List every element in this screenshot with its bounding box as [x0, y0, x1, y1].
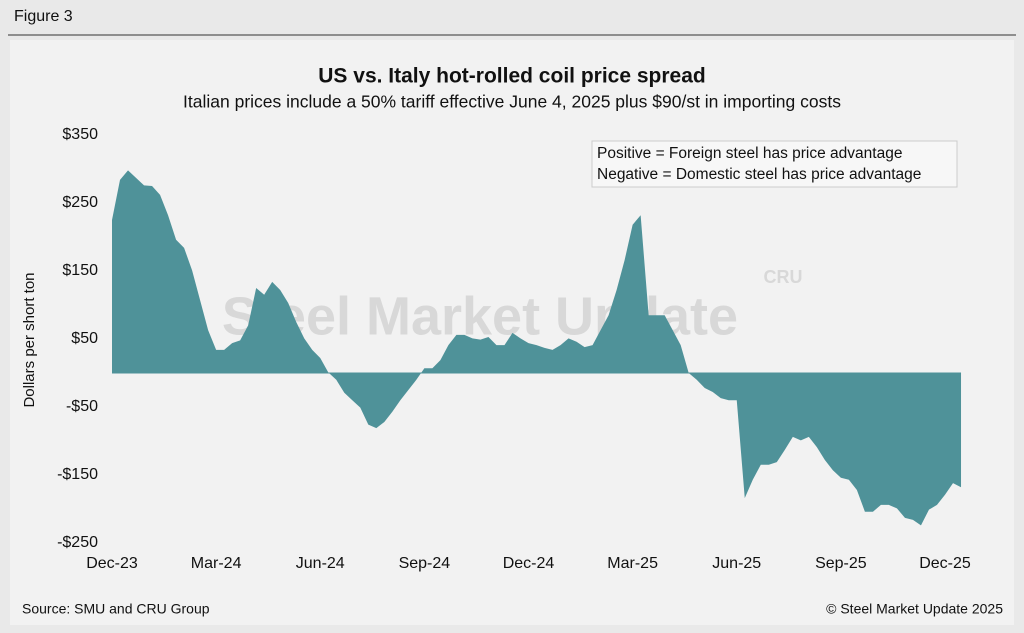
x-tick-label: Mar-25	[607, 555, 658, 572]
x-tick-label: Jun-25	[712, 555, 761, 572]
source: Source: SMU and CRU Group	[22, 601, 210, 617]
chart-title: US vs. Italy hot-rolled coil price sprea…	[318, 65, 705, 88]
x-tick-label: Mar-24	[191, 555, 242, 572]
y-tick-label: $350	[62, 126, 98, 143]
x-tick-label: Dec-25	[919, 555, 971, 572]
chart-subtitle: Italian prices include a 50% tariff effe…	[183, 92, 841, 112]
x-tick-label: Jun-24	[296, 555, 345, 572]
y-tick-label: $250	[62, 194, 98, 211]
copyright: © Steel Market Update 2025	[826, 601, 1003, 617]
y-tick-label: $50	[71, 330, 98, 347]
y-tick-label: -$250	[57, 534, 98, 551]
x-tick-label: Dec-24	[503, 555, 555, 572]
figure-label: Figure 3	[14, 8, 73, 25]
annotation: Positive = Foreign steel has price advan…	[597, 145, 902, 162]
annotation: Negative = Domestic steel has price adva…	[597, 166, 921, 183]
x-tick-label: Dec-23	[86, 555, 138, 572]
watermark: CRU	[764, 267, 803, 287]
x-tick-label: Sep-24	[399, 555, 451, 572]
y-tick-label: $150	[62, 262, 98, 279]
y-tick-label: -$150	[57, 466, 98, 483]
y-axis-label: Dollars per short ton	[21, 272, 38, 407]
x-tick-label: Sep-25	[815, 555, 867, 572]
legend-box	[591, 140, 958, 188]
area	[112, 170, 962, 526]
y-tick-label: -$50	[66, 398, 98, 415]
